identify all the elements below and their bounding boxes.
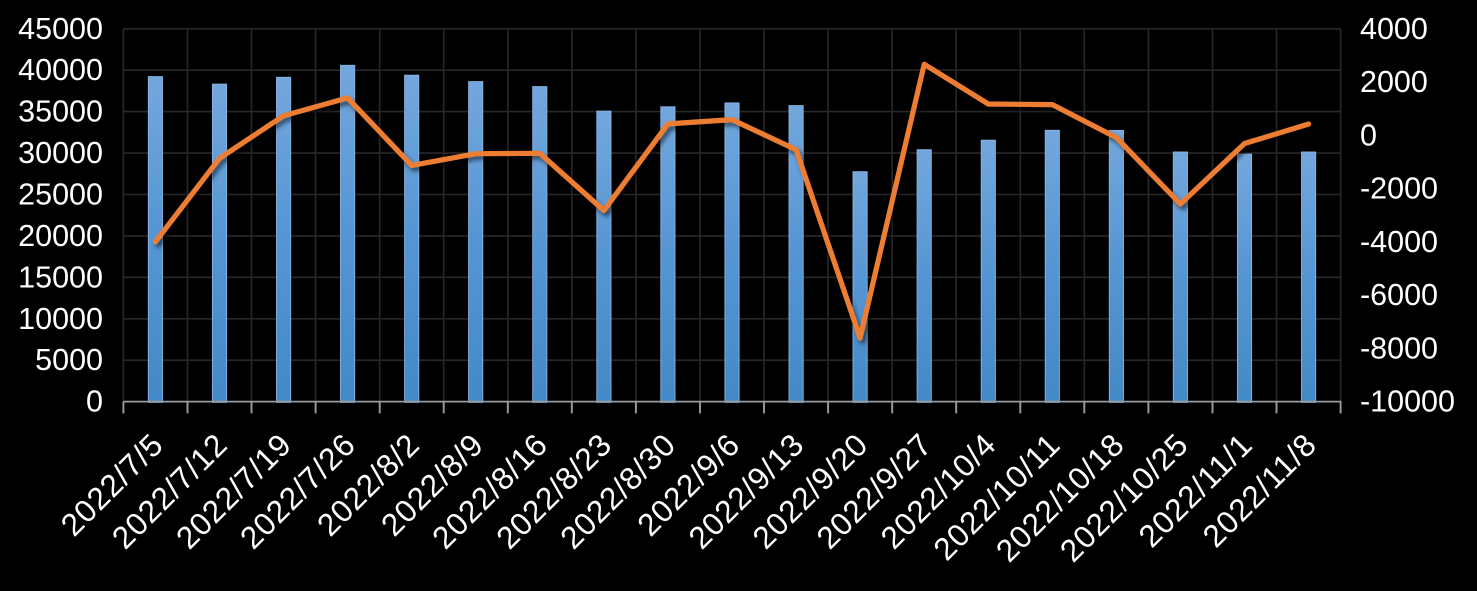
svg-text:2000: 2000 bbox=[1360, 65, 1428, 99]
svg-text:0: 0 bbox=[86, 385, 103, 419]
svg-text:-8000: -8000 bbox=[1360, 331, 1438, 365]
svg-text:-6000: -6000 bbox=[1360, 278, 1438, 312]
svg-text:20000: 20000 bbox=[18, 219, 103, 253]
svg-text:30000: 30000 bbox=[18, 136, 103, 170]
svg-text:35000: 35000 bbox=[18, 95, 103, 129]
svg-text:10000: 10000 bbox=[18, 302, 103, 336]
svg-text:40000: 40000 bbox=[18, 53, 103, 87]
svg-text:-4000: -4000 bbox=[1360, 225, 1438, 259]
svg-text:25000: 25000 bbox=[18, 178, 103, 212]
svg-text:15000: 15000 bbox=[18, 260, 103, 294]
svg-text:4000: 4000 bbox=[1360, 12, 1428, 46]
svg-text:5000: 5000 bbox=[35, 343, 103, 377]
svg-text:-2000: -2000 bbox=[1360, 172, 1438, 206]
svg-text:45000: 45000 bbox=[18, 12, 103, 46]
svg-text:-10000: -10000 bbox=[1360, 385, 1455, 419]
svg-text:0: 0 bbox=[1360, 118, 1377, 152]
